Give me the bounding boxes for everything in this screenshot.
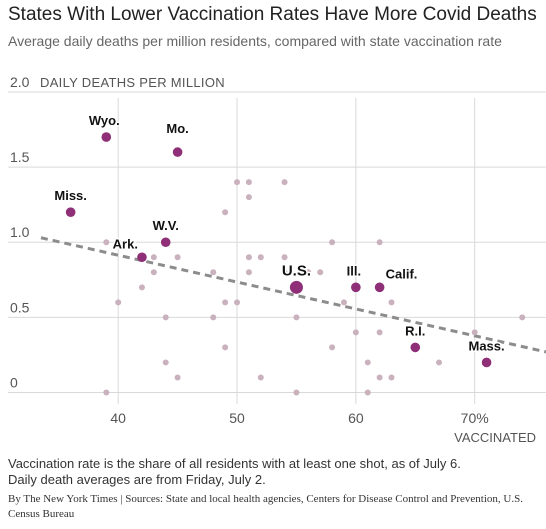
trend-layer <box>40 236 546 354</box>
state-point <box>388 299 395 306</box>
point-label: Wyo. <box>89 113 120 128</box>
state-point <box>257 254 264 261</box>
state-point <box>376 374 383 381</box>
us-average-point <box>289 280 303 294</box>
state-point <box>376 239 383 246</box>
point-label: R.I. <box>405 323 425 338</box>
state-point <box>388 374 395 381</box>
chart-subtitle: Average daily deaths per million residen… <box>8 33 502 49</box>
state-point <box>150 254 157 261</box>
state-point <box>281 269 288 276</box>
state-point <box>222 344 229 351</box>
state-point <box>329 239 336 246</box>
state-point <box>281 254 288 261</box>
highlighted-state-point <box>65 207 76 217</box>
footnote-vaccination: Vaccination rate is the share of all res… <box>8 456 461 471</box>
point-label: W.V. <box>153 218 179 233</box>
point-label: Ark. <box>113 236 138 251</box>
highlighted-state-point <box>374 282 385 293</box>
x-tick-label: 40 <box>110 410 126 426</box>
point-label: Ill. <box>347 263 361 278</box>
state-point <box>150 269 157 276</box>
point-label: Calif. <box>386 266 418 281</box>
state-point <box>174 374 181 381</box>
state-point <box>245 194 252 201</box>
state-point <box>103 389 110 396</box>
state-point <box>364 389 371 396</box>
point-label: U.S. <box>282 262 311 279</box>
state-point <box>436 359 443 366</box>
state-point <box>364 359 371 366</box>
y-tick-label: 0 <box>10 374 18 390</box>
state-point <box>115 299 122 306</box>
state-point <box>174 254 181 261</box>
state-point <box>257 374 264 381</box>
state-point <box>234 299 241 306</box>
grid-layer: 0 0.5 1.0 1.5 2.0 DAILY DEATHS PER MILLION 40 5… <box>8 74 546 445</box>
state-point <box>245 254 252 261</box>
highlighted-state-point <box>137 252 147 263</box>
state-point <box>281 179 288 186</box>
highlighted-state-point <box>351 282 361 293</box>
labels-layer: Wyo. Mo. Miss. W.V. Ark. U.S. Ill. Calif. R.I. Ma… <box>53 112 506 355</box>
x-tick-label: 60 <box>348 410 364 426</box>
state-point <box>519 314 526 321</box>
x-tick-label: 70% <box>461 410 489 426</box>
state-point <box>293 314 300 321</box>
highlighted-state-point <box>101 132 112 142</box>
scatter-chart: 0 0.5 1.0 1.5 2.0 DAILY DEATHS PER MILLION 40 5… <box>8 74 546 445</box>
y-tick-label: 1.5 <box>10 149 30 165</box>
highlighted-state-point <box>172 147 183 157</box>
state-point <box>138 284 145 291</box>
state-point <box>305 269 312 276</box>
x-tick-label: 50 <box>229 410 245 426</box>
chart-title: States With Lower Vaccination Rates Have… <box>8 4 537 25</box>
highlighted-state-point <box>481 357 492 368</box>
state-point <box>293 389 300 396</box>
y-axis-label: DAILY DEATHS PER MILLION <box>40 75 225 90</box>
state-point <box>210 269 217 276</box>
y-tick-label: 0.5 <box>10 299 30 315</box>
points-layer <box>65 132 526 396</box>
source-line: By The New York Times | Sources: State a… <box>8 493 523 520</box>
state-point <box>103 239 110 246</box>
highlighted-state-point <box>160 237 171 248</box>
state-point <box>352 329 359 336</box>
footnote-deaths: Daily death averages are from Friday, Ju… <box>8 472 266 487</box>
point-label: Mo. <box>166 121 188 136</box>
state-point <box>115 239 122 246</box>
state-point <box>234 179 241 186</box>
state-point <box>329 344 336 351</box>
trend-line <box>40 236 546 354</box>
state-point <box>317 269 324 276</box>
point-label: Mass. <box>469 338 505 353</box>
state-point <box>340 299 347 306</box>
state-point <box>222 209 229 216</box>
y-tick-label: 1.0 <box>10 224 30 240</box>
state-point <box>245 179 252 186</box>
x-axis-label: VACCINATED <box>454 430 536 445</box>
state-point <box>222 299 229 306</box>
y-tick-label: 2.0 <box>10 74 30 90</box>
state-point <box>245 269 252 276</box>
state-point <box>210 314 217 321</box>
point-label: Miss. <box>54 188 87 203</box>
state-point <box>471 329 478 336</box>
state-point <box>162 314 169 321</box>
state-point <box>376 329 383 336</box>
state-point <box>162 359 169 366</box>
highlighted-state-point <box>410 342 421 353</box>
